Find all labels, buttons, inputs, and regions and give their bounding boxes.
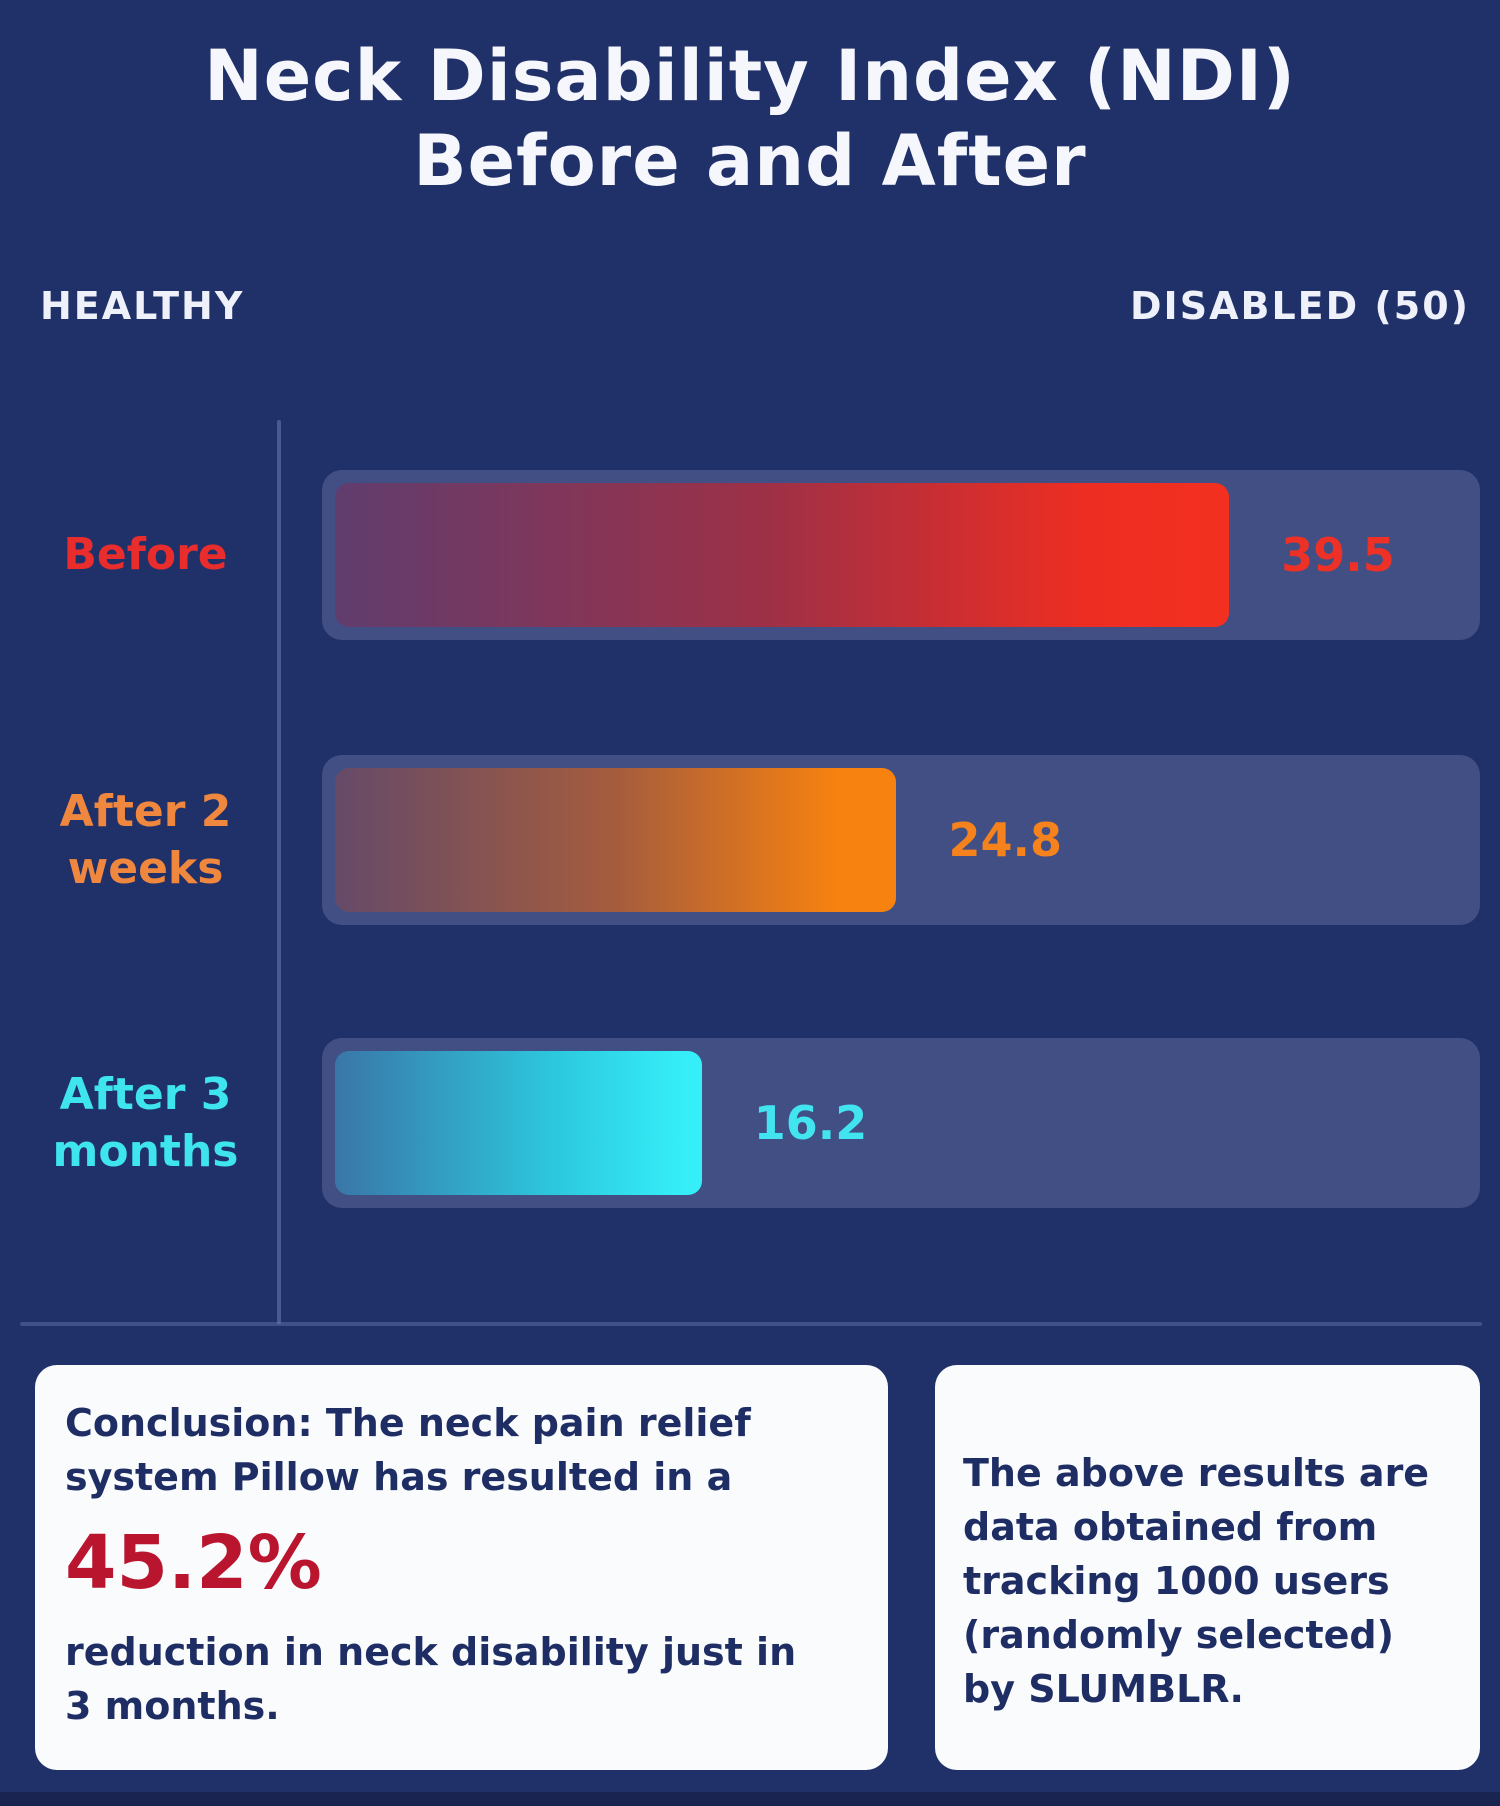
page-title: Neck Disability Index (NDI) Before and A… — [0, 34, 1500, 205]
source-brand-suffix: . — [1229, 1666, 1244, 1711]
row-label-line: Before — [63, 529, 228, 581]
bar-row-after-3-months: After 3 months 16.2 — [0, 1038, 1500, 1208]
source-text-line: tracking 1000 users — [963, 1558, 1390, 1603]
source-text-line: The above results are — [963, 1451, 1430, 1495]
bar-track-inner: 16.2 — [335, 1051, 1467, 1195]
row-label-line: After 3 — [59, 1068, 232, 1120]
row-label-before: Before — [28, 470, 263, 640]
axis-end-labels: HEALTHY DISABLED (50) — [40, 284, 1470, 328]
bar-fill-before — [335, 483, 1230, 627]
axis-label-disabled: DISABLED (50) — [1130, 284, 1470, 328]
conclusion-text-line: 3 months. — [65, 1683, 280, 1728]
source-brand-prefix: by — [963, 1666, 1029, 1711]
conclusion-card: Conclusion: The neck pain relief system … — [35, 1365, 888, 1770]
row-label-line: months — [52, 1126, 239, 1177]
bar-track-inner: 24.8 — [335, 768, 1467, 912]
conclusion-text-line: system Pillow has resulted in a — [65, 1454, 733, 1499]
row-label-after-2-weeks: After 2 weeks — [28, 755, 263, 925]
conclusion-text-line: Conclusion: The neck pain relief — [65, 1401, 751, 1445]
reduction-percentage: 45.2% — [65, 1519, 322, 1606]
source-card: The above results are data obtained from… — [935, 1365, 1480, 1770]
bar-track-inner: 39.5 — [335, 483, 1467, 627]
conclusion-text-line: reduction in neck disability just in — [65, 1630, 797, 1674]
bar-row-before: Before 39.5 — [0, 470, 1500, 640]
source-text-line: (randomly selected) — [963, 1612, 1394, 1657]
row-label-line: weeks — [67, 843, 224, 894]
brand-name: SLUMBLR — [1028, 1666, 1230, 1711]
axis-label-healthy: HEALTHY — [40, 284, 245, 328]
y-axis-line — [277, 420, 281, 1324]
source-text-line: data obtained from — [963, 1504, 1378, 1549]
bar-track-after-2-weeks: 24.8 — [322, 755, 1480, 925]
row-label-after-3-months: After 3 months — [28, 1038, 263, 1208]
row-label-line: After 2 — [59, 785, 232, 837]
bar-fill-after-2-weeks — [335, 768, 897, 912]
bar-track-before: 39.5 — [322, 470, 1480, 640]
page-title-line-2: Before and After — [413, 120, 1087, 203]
bar-value-after-2-weeks: 24.8 — [948, 813, 1062, 867]
bar-fill-after-3-months — [335, 1051, 702, 1195]
bar-value-after-3-months: 16.2 — [753, 1096, 868, 1150]
page-title-line-1: Neck Disability Index (NDI) — [204, 35, 1296, 117]
footer-strip — [0, 1792, 1500, 1806]
bar-value-before: 39.5 — [1281, 528, 1395, 582]
bar-track-after-3-months: 16.2 — [322, 1038, 1480, 1208]
source-brand-line: by SLUMBLR. — [963, 1663, 1452, 1717]
chart-bottom-divider — [20, 1322, 1482, 1326]
bar-row-after-2-weeks: After 2 weeks 24.8 — [0, 755, 1500, 925]
